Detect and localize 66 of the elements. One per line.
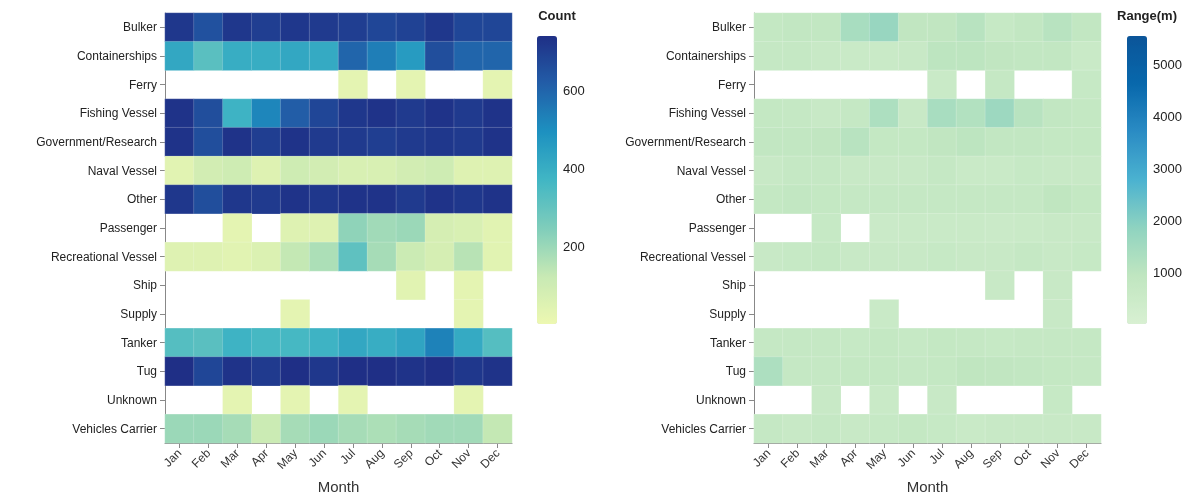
x-tick-label: Mar (806, 446, 832, 471)
y-tick-label: Recreational Vessel (50, 249, 157, 264)
x-tick-label: Jul (337, 446, 358, 467)
x-tick-label: Jul (926, 446, 947, 467)
y-tick-label: Fishing Vessel (79, 106, 157, 121)
y-tick-label: Passenger (99, 221, 157, 235)
x-tick-label: Oct (421, 445, 446, 470)
y-tick-label: Unknown (695, 393, 746, 407)
y-tick-label: Tanker (709, 335, 746, 350)
x-tick-label: Jan (160, 446, 185, 470)
x-axis-title: Month (906, 478, 949, 495)
y-tick-label: Containerships (665, 49, 746, 63)
x-tick-label: Aug (950, 446, 976, 472)
x-axis-title: Month (317, 478, 360, 495)
x-tick-label: Jan (749, 446, 774, 470)
x-tick-label: Apr (837, 446, 861, 470)
y-tick-label: Bulker (122, 20, 157, 35)
y-tick-label: Supply (120, 307, 157, 321)
color-bar-label: 5000 (1153, 57, 1182, 73)
x-tick-label: Aug (361, 446, 387, 472)
color-bar-title: Count (538, 8, 577, 23)
x-tick-label: Sep (390, 445, 416, 472)
x-tick-label: May (274, 446, 301, 472)
x-tick-label: Dec (477, 446, 503, 472)
y-tick-label: Government/Research (36, 135, 157, 149)
y-tick-label: Tug (725, 364, 746, 379)
x-tick-label: Dec (1066, 446, 1092, 472)
color-bar-label: 200 (563, 238, 585, 254)
x-tick-label: May (863, 446, 890, 472)
y-tick-label: Ship (132, 278, 158, 293)
y-tick-label: Bulker (711, 20, 746, 35)
y-tick-label: Passenger (688, 221, 746, 235)
color-bar-label: 400 (563, 161, 585, 176)
y-tick-label: Vehicles Carrier (72, 421, 157, 436)
y-tick-label: Recreational Vessel (639, 249, 746, 264)
y-tick-label: Ship (721, 278, 747, 293)
color-bar-label: 1000 (1153, 265, 1182, 281)
x-tick-label: Nov (1037, 446, 1063, 472)
y-tick-label: Government/Research (625, 135, 746, 149)
y-tick-label: Other (126, 192, 157, 207)
x-tick-label: Feb (188, 445, 214, 471)
x-tick-label: Nov (448, 446, 474, 472)
color-bar-title: Range(m) (1117, 8, 1177, 23)
y-tick-label: Fishing Vessel (668, 106, 746, 121)
y-tick-label: Other (715, 192, 746, 207)
color-bar-label: 3000 (1153, 161, 1182, 177)
y-tick-label: Containerships (76, 49, 157, 63)
y-tick-label: Naval Vessel (87, 163, 157, 178)
y-tick-label: Naval Vessel (676, 163, 746, 178)
color-bar-label: 600 (563, 83, 585, 99)
y-tick-label: Tanker (120, 335, 157, 350)
x-tick-label: Mar (217, 446, 243, 471)
y-tick-label: Supply (709, 307, 746, 321)
x-tick-label: Jun (305, 446, 329, 470)
x-tick-label: Feb (777, 445, 803, 471)
y-tick-label: Unknown (106, 393, 157, 407)
x-tick-label: Apr (248, 446, 272, 470)
y-tick-label: Tug (136, 364, 157, 379)
y-tick-label: Vehicles Carrier (661, 421, 746, 436)
x-tick-label: Oct (1010, 445, 1035, 470)
color-bar-label: 2000 (1153, 213, 1182, 229)
x-tick-label: Jun (894, 446, 918, 470)
y-tick-label: Ferry (718, 77, 746, 92)
color-bar-label: 4000 (1153, 109, 1182, 125)
x-tick-label: Sep (979, 445, 1005, 472)
y-tick-label: Ferry (129, 77, 157, 92)
